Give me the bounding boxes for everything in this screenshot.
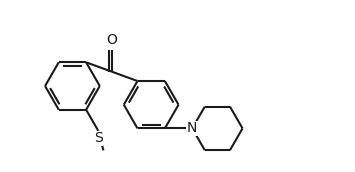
Text: S: S bbox=[94, 131, 103, 145]
Text: O: O bbox=[106, 33, 117, 47]
Text: N: N bbox=[187, 121, 197, 135]
